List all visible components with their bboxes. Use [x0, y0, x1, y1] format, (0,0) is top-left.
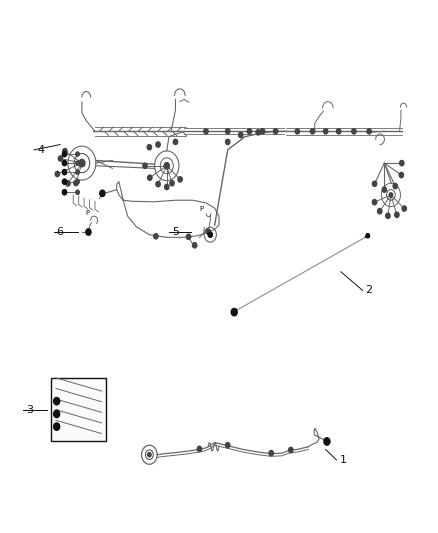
Circle shape	[289, 447, 293, 453]
Circle shape	[378, 208, 382, 214]
Circle shape	[192, 243, 197, 248]
Circle shape	[53, 410, 60, 418]
Circle shape	[399, 172, 403, 177]
Circle shape	[367, 128, 371, 134]
Bar	[51, 378, 106, 441]
Circle shape	[273, 128, 278, 134]
Circle shape	[256, 130, 260, 135]
Text: 5: 5	[172, 227, 179, 237]
Circle shape	[247, 128, 252, 134]
Circle shape	[226, 442, 230, 448]
Circle shape	[100, 190, 105, 197]
Circle shape	[79, 159, 85, 167]
Circle shape	[63, 149, 67, 154]
Circle shape	[352, 128, 356, 134]
Circle shape	[76, 170, 79, 174]
Text: 4: 4	[37, 145, 44, 155]
Circle shape	[156, 142, 160, 147]
Circle shape	[62, 179, 67, 184]
Circle shape	[372, 199, 377, 205]
Circle shape	[76, 190, 79, 195]
Circle shape	[204, 128, 208, 134]
Circle shape	[143, 163, 147, 168]
Circle shape	[395, 212, 399, 217]
Circle shape	[366, 233, 370, 238]
Circle shape	[76, 180, 79, 184]
Text: P: P	[200, 206, 204, 212]
Circle shape	[295, 128, 300, 134]
Circle shape	[156, 181, 160, 187]
Text: P: P	[85, 209, 89, 215]
Circle shape	[154, 233, 158, 239]
Circle shape	[62, 169, 67, 175]
Circle shape	[178, 177, 182, 182]
Text: 1: 1	[339, 455, 346, 465]
Circle shape	[336, 128, 341, 134]
Circle shape	[58, 156, 63, 161]
Circle shape	[170, 181, 174, 186]
Circle shape	[74, 180, 78, 185]
Circle shape	[324, 438, 330, 445]
Circle shape	[165, 184, 169, 190]
Text: 2: 2	[366, 285, 373, 295]
Circle shape	[226, 139, 230, 144]
Text: 3: 3	[26, 405, 33, 415]
Circle shape	[53, 398, 60, 405]
Circle shape	[226, 128, 230, 134]
Circle shape	[269, 450, 273, 456]
Circle shape	[231, 309, 237, 316]
Circle shape	[76, 152, 79, 156]
Text: 6: 6	[57, 227, 64, 237]
Circle shape	[402, 206, 406, 211]
Circle shape	[206, 229, 210, 234]
Circle shape	[311, 128, 315, 134]
Circle shape	[62, 160, 67, 166]
Circle shape	[53, 423, 60, 430]
Circle shape	[76, 161, 79, 165]
Circle shape	[148, 175, 152, 180]
Circle shape	[66, 181, 70, 186]
Circle shape	[323, 128, 328, 134]
Circle shape	[197, 446, 201, 451]
Circle shape	[239, 132, 243, 138]
Circle shape	[389, 193, 392, 197]
Circle shape	[147, 144, 152, 150]
Circle shape	[399, 160, 404, 166]
Circle shape	[55, 171, 60, 176]
Circle shape	[62, 190, 67, 195]
Circle shape	[386, 213, 390, 219]
Circle shape	[208, 232, 212, 237]
Circle shape	[186, 234, 191, 239]
Circle shape	[164, 163, 170, 169]
Circle shape	[393, 183, 397, 189]
Circle shape	[173, 139, 178, 144]
Circle shape	[260, 128, 265, 134]
Circle shape	[62, 151, 67, 157]
Circle shape	[382, 187, 387, 192]
Circle shape	[372, 181, 377, 187]
Circle shape	[148, 453, 151, 457]
Circle shape	[86, 229, 91, 235]
